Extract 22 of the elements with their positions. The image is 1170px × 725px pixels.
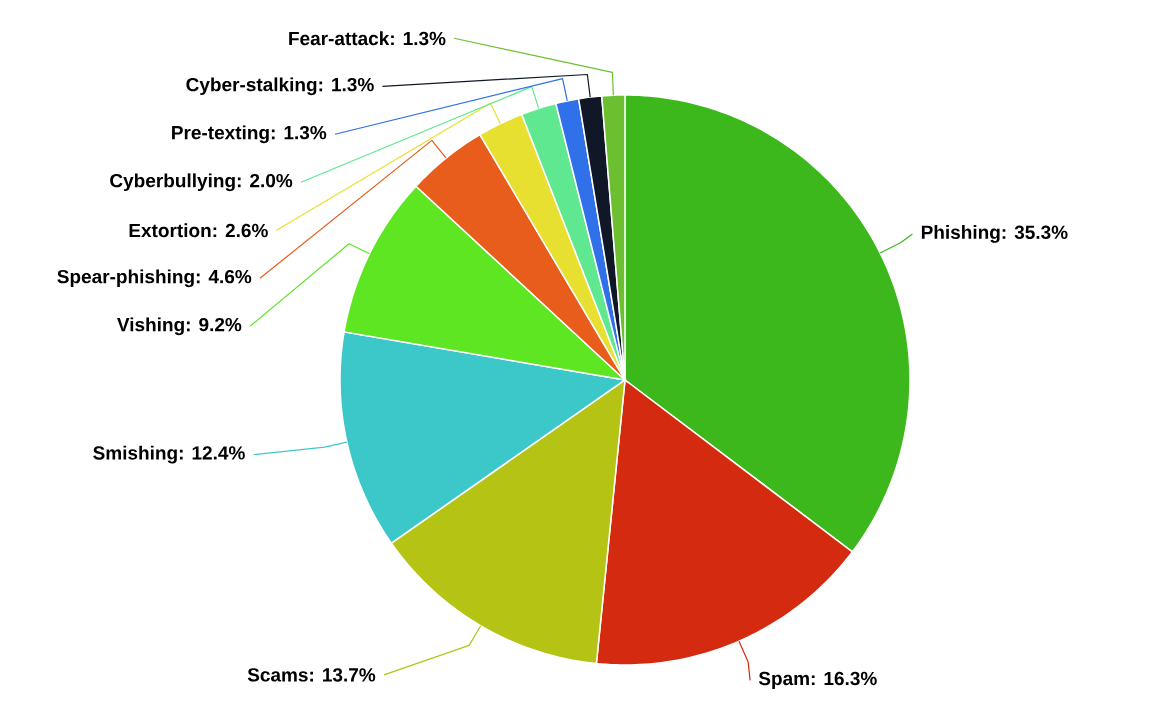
- data-label: : 9.2%: [186, 317, 242, 332]
- slice-label: Extortion: [129, 223, 211, 238]
- data-label: : 12.4%: [179, 446, 245, 460]
- data-label: : 2.6%: [213, 223, 268, 238]
- slice-label: Phishing: [921, 225, 1000, 243]
- data-label: : 13.7%: [310, 668, 376, 682]
- data-label: : 1.3%: [271, 125, 327, 140]
- data-label: : 1.3%: [391, 31, 446, 46]
- data-label: : 1.3%: [319, 77, 374, 92]
- slice-label: Smishing: [93, 445, 177, 464]
- slice-label: Spear-phishing: [57, 269, 194, 288]
- data-label: : 4.6%: [196, 269, 252, 284]
- slice-label: Fear-attack: [289, 31, 390, 46]
- slice-label: Cyber-stalking: [186, 77, 317, 96]
- slice-label: Vishing: [117, 317, 184, 336]
- data-label: : 16.3%: [811, 671, 877, 686]
- slice-label: Scams: [247, 668, 308, 682]
- slice-label: Spam: [758, 671, 809, 689]
- data-label: : 35.3%: [1002, 225, 1068, 240]
- slice-label: Pre-texting: [172, 125, 269, 144]
- data-label: : 2.0%: [237, 173, 293, 188]
- slice-label: Cyberbullying: [110, 173, 235, 192]
